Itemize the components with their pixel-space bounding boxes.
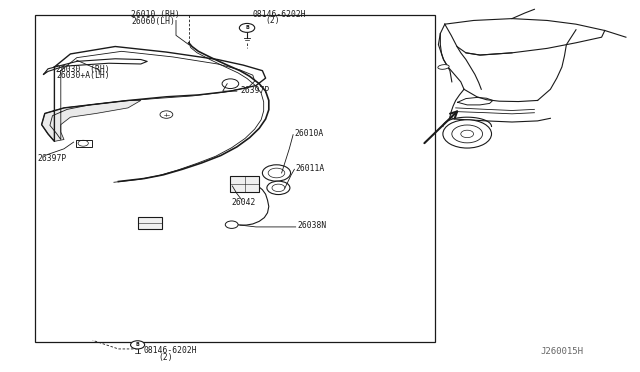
Text: 26010A: 26010A bbox=[294, 129, 324, 138]
Text: (2): (2) bbox=[266, 16, 280, 25]
Text: 08146-6202H: 08146-6202H bbox=[144, 346, 198, 355]
Text: B: B bbox=[245, 25, 249, 31]
Circle shape bbox=[267, 181, 290, 195]
Text: J260015H: J260015H bbox=[541, 347, 584, 356]
Text: 26030  (RH): 26030 (RH) bbox=[56, 65, 110, 74]
Polygon shape bbox=[42, 100, 141, 141]
Bar bbox=[138, 217, 162, 229]
Text: 26397P: 26397P bbox=[240, 86, 269, 95]
Text: B: B bbox=[136, 342, 140, 347]
Bar bbox=[35, 15, 435, 342]
Text: 26397P: 26397P bbox=[37, 154, 67, 163]
Circle shape bbox=[131, 341, 145, 349]
Text: 26030+A(LH): 26030+A(LH) bbox=[56, 71, 110, 80]
Text: (2): (2) bbox=[159, 353, 173, 362]
Text: 26010 (RH): 26010 (RH) bbox=[131, 10, 180, 19]
Circle shape bbox=[160, 111, 173, 118]
Circle shape bbox=[222, 79, 239, 89]
Text: 26011A: 26011A bbox=[296, 164, 325, 173]
Circle shape bbox=[225, 221, 238, 228]
Text: 08146-6202H: 08146-6202H bbox=[252, 10, 306, 19]
Bar bbox=[230, 176, 259, 192]
Bar bbox=[76, 140, 92, 147]
Text: 26038N: 26038N bbox=[297, 221, 326, 230]
Text: 26060(LH): 26060(LH) bbox=[131, 17, 175, 26]
Circle shape bbox=[262, 165, 291, 181]
Text: 26042: 26042 bbox=[232, 198, 256, 207]
Ellipse shape bbox=[438, 65, 449, 69]
Circle shape bbox=[443, 120, 492, 148]
Circle shape bbox=[239, 23, 255, 32]
